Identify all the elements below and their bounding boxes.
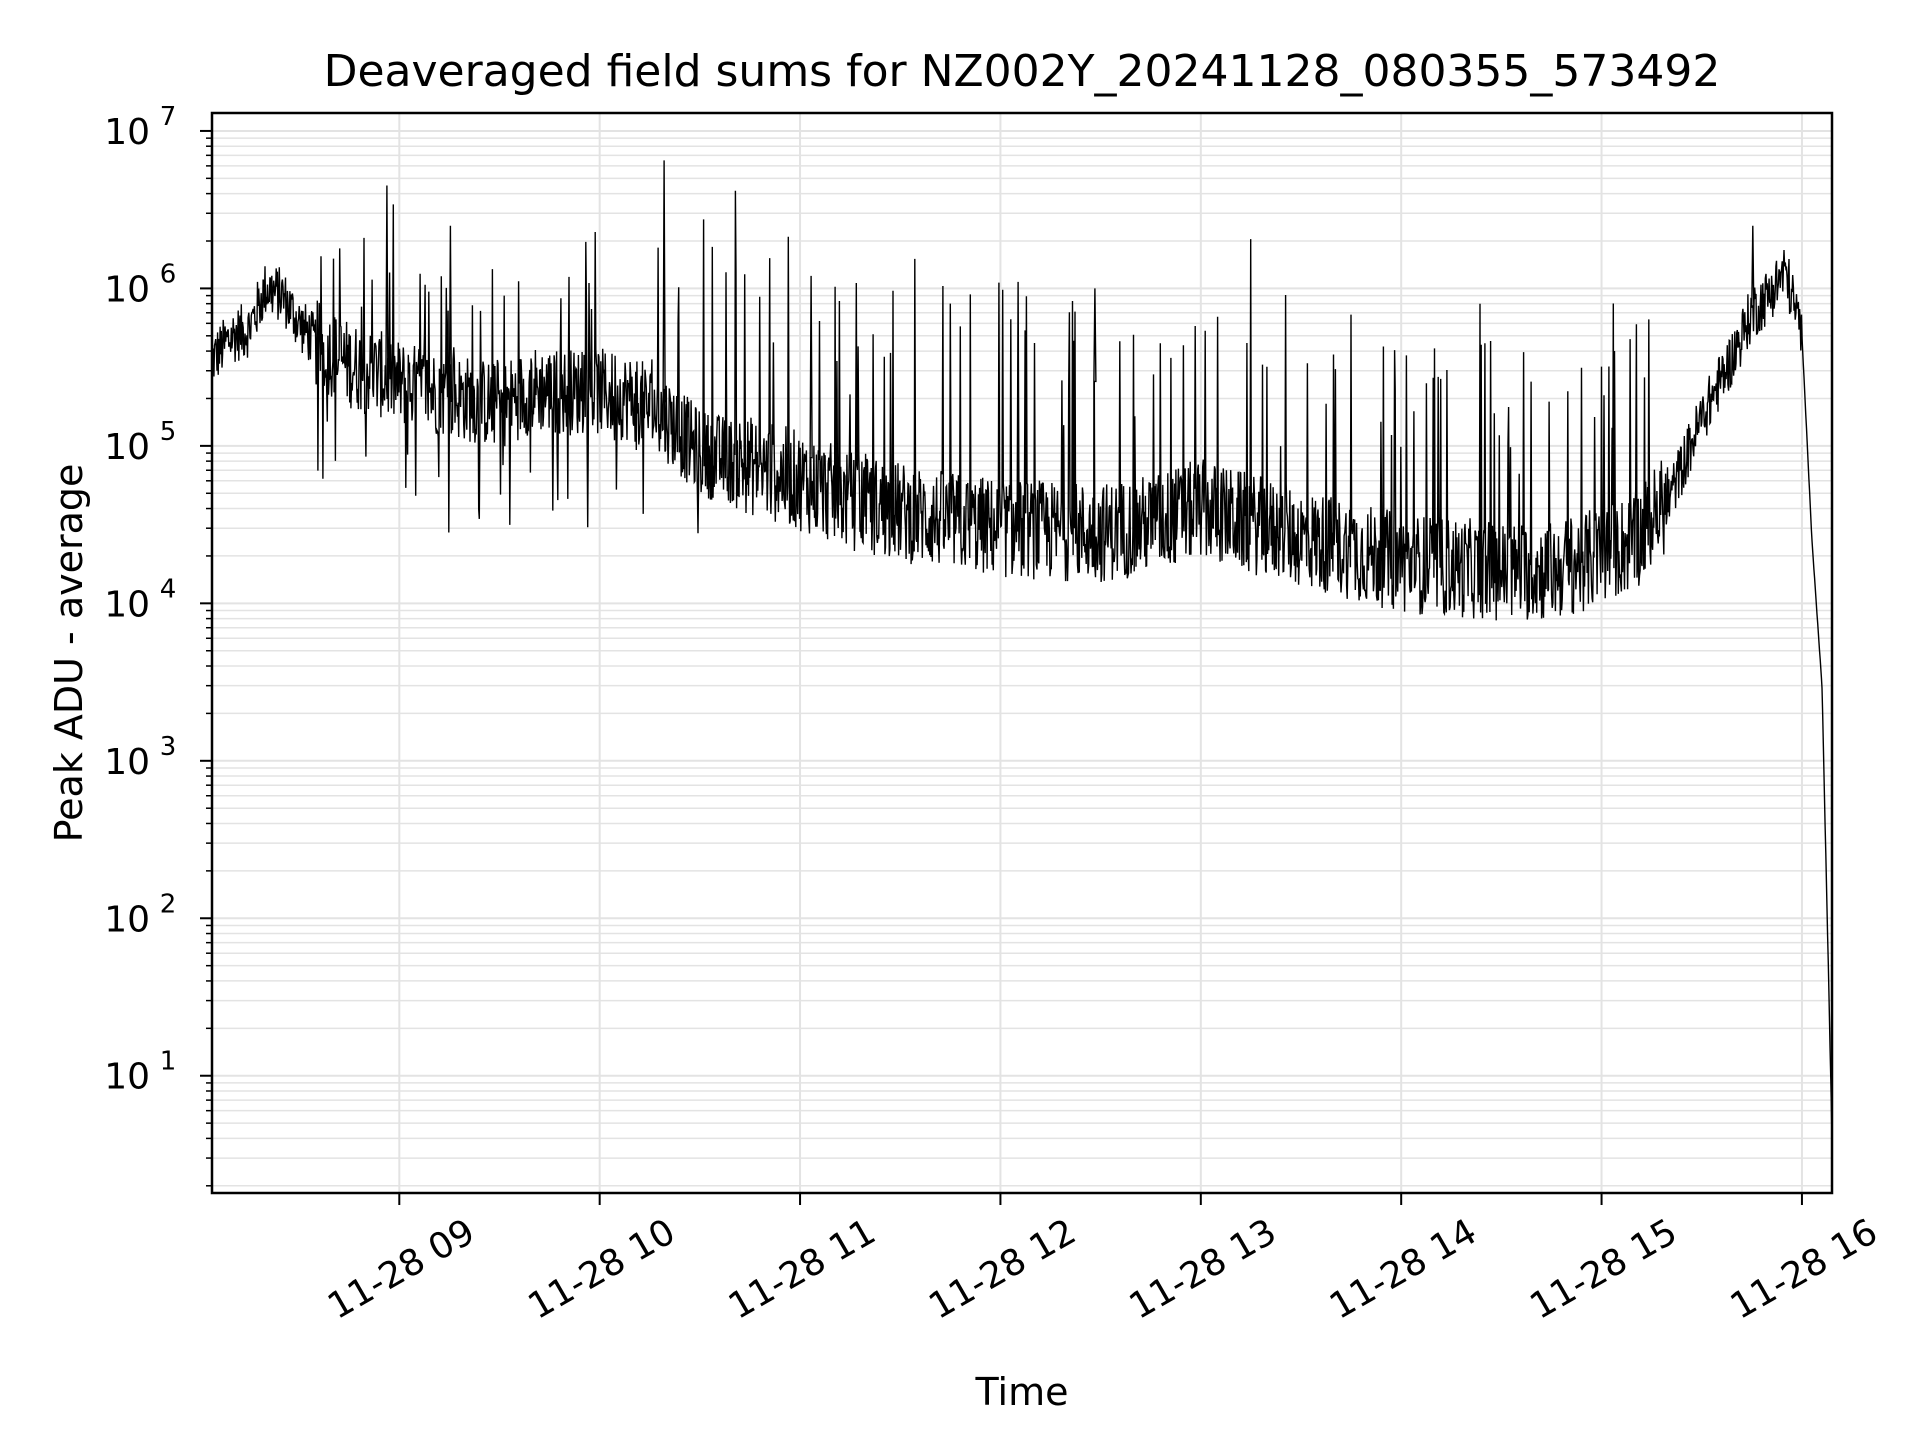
- x-tick-label: 11-28 15: [1523, 1211, 1684, 1327]
- x-axis-label: Time: [975, 1370, 1069, 1414]
- series-line: [211, 160, 1833, 1139]
- y-tick-label: 10: [104, 584, 150, 625]
- y-tick-label: 10: [104, 112, 150, 153]
- y-tick-exponent: 3: [160, 732, 177, 762]
- x-tick-label: 11-28 12: [922, 1211, 1083, 1327]
- y-tick-label: 10: [104, 427, 150, 468]
- x-tick-label: 11-28 09: [321, 1211, 482, 1327]
- y-tick-exponent: 1: [160, 1047, 177, 1077]
- y-tick-exponent: 7: [160, 102, 177, 132]
- grid-lines: [212, 113, 1832, 1193]
- x-tick-label: 11-28 10: [522, 1211, 683, 1327]
- y-tick-exponent: 6: [160, 259, 177, 289]
- y-tick-exponent: 5: [160, 417, 177, 447]
- data-series: [211, 160, 1833, 1139]
- x-tick-label: 11-28 11: [722, 1211, 883, 1327]
- y-tick-exponent: 4: [160, 574, 177, 604]
- x-tick-label: 11-28 16: [1724, 1211, 1885, 1327]
- plot-frame: [210, 111, 1834, 1195]
- x-tick-label: 11-28 14: [1323, 1211, 1484, 1327]
- y-tick-label: 10: [104, 269, 150, 310]
- x-tick-label: 11-28 13: [1123, 1211, 1284, 1327]
- chart-title: Deaveraged field sums for NZ002Y_2024112…: [324, 46, 1721, 97]
- axis-ticks: 11-28 09 11-28 10 11-28 11 11-28 12 11-28 13…: [104, 102, 1884, 1328]
- y-axis-label: Peak ADU - average: [47, 464, 91, 843]
- y-tick-exponent: 2: [160, 889, 177, 919]
- y-tick-label: 10: [104, 742, 150, 783]
- y-tick-label: 10: [104, 899, 150, 940]
- y-tick-label: 10: [104, 1057, 150, 1098]
